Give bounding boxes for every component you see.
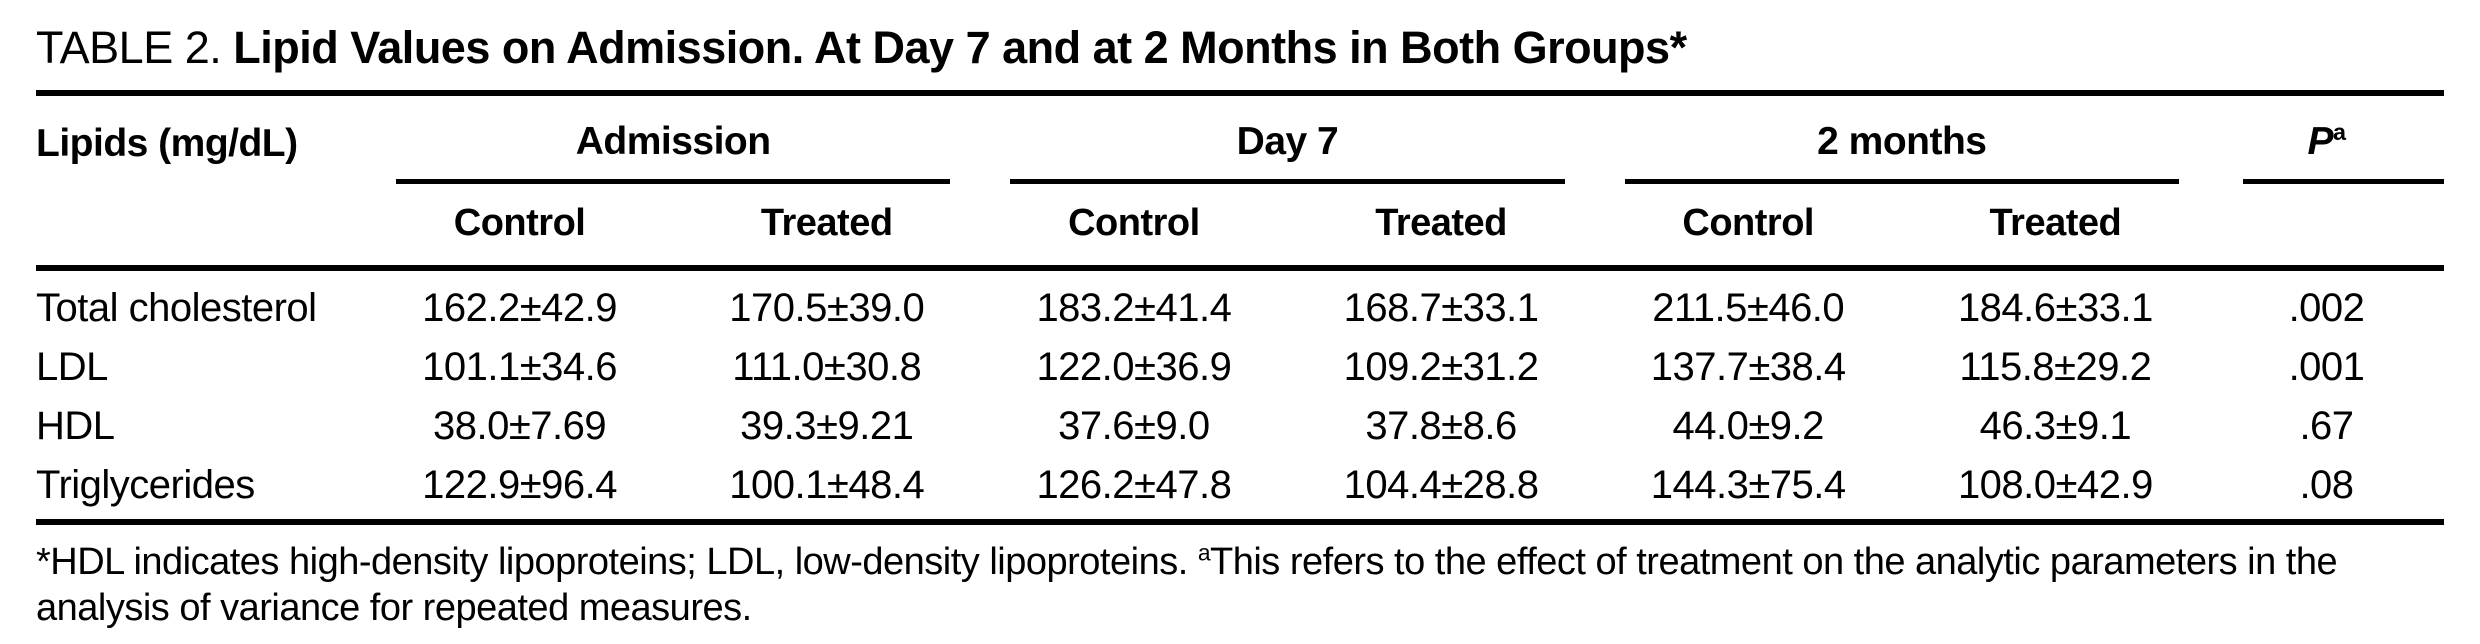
- value-cell: 115.8±29.2: [1959, 344, 2152, 389]
- value-cell: 100.1±48.4: [673, 454, 981, 525]
- group-header-2months-label: 2 months: [1817, 119, 1987, 163]
- value-cell: 211.5±46.0: [1652, 285, 1845, 330]
- value-cell: 39.3±9.21: [740, 403, 914, 448]
- value-cell: 168.7±33.1: [1343, 285, 1539, 330]
- group-header-admission: Admission: [366, 96, 980, 184]
- group-header-day7: Day 7: [980, 96, 1594, 184]
- value-cell: 184.6±33.1: [1957, 285, 2153, 330]
- value-cell: 162.2±42.9: [422, 285, 618, 330]
- lipid-label: Total cholesterol: [36, 285, 317, 330]
- group-header-2months-rule: [1624, 178, 2179, 184]
- table-body: Total cholesterol 162.2±42.9 170.5±39.0 …: [36, 268, 2444, 525]
- group-header-day7-label: Day 7: [1236, 119, 1339, 163]
- footnote-superscript-a: a: [1197, 539, 1211, 566]
- p-symbol: P: [2307, 119, 2333, 163]
- table-figure: TABLE 2. Lipid Values on Admission. At D…: [36, 22, 2444, 632]
- value-cell: 144.3±75.4: [1594, 454, 1902, 525]
- table-number: TABLE 2.: [36, 22, 222, 73]
- column-header-p-label: Pa: [2209, 118, 2444, 163]
- group-header-admission-rule: [396, 178, 951, 184]
- column-header-admission-control: Control: [366, 183, 674, 271]
- column-header-p-rule: [2243, 178, 2444, 184]
- table-header: Lipids (mg/dL) Admission Day 7 2 months …: [36, 95, 2444, 271]
- value-cell: 37.6±9.0: [1058, 403, 1210, 448]
- table-title-text: Lipid Values on Admission. At Day 7 and …: [233, 22, 1687, 73]
- value-cell: 126.2±47.8: [980, 454, 1288, 525]
- column-header-2months-treated: Treated: [1901, 183, 2209, 271]
- value-cell: 46.3±9.1: [1979, 403, 2132, 448]
- table-row-ldl: LDL 101.1±34.6 111.0±30.8 122.0±36.9 109…: [36, 337, 2444, 396]
- group-header-2months: 2 months: [1595, 96, 2209, 184]
- p-value-cell: .001: [2288, 344, 2365, 389]
- group-header-day7-rule: [1010, 178, 1565, 184]
- p-superscript: a: [2333, 118, 2346, 145]
- column-header-2months-control: Control: [1594, 183, 1902, 271]
- column-header-day7-treated: Treated: [1287, 183, 1595, 271]
- lipid-values-table: Lipids (mg/dL) Admission Day 7 2 months …: [36, 95, 2444, 525]
- value-cell: 170.5±39.0: [729, 285, 925, 330]
- lipid-label: HDL: [36, 403, 115, 448]
- value-cell: 101.1±34.6: [422, 344, 618, 389]
- table-title: TABLE 2. Lipid Values on Admission. At D…: [36, 22, 2444, 74]
- table-footnote: *HDL indicates high-density lipoproteins…: [36, 539, 2444, 632]
- value-cell: 104.4±28.8: [1287, 454, 1595, 525]
- value-cell: 111.0±30.8: [732, 344, 922, 389]
- column-header-lipids: Lipids (mg/dL): [36, 95, 366, 271]
- footnote-anova-note: This refers to the effect of treatment o…: [36, 540, 2338, 630]
- p-value-cell: .002: [2288, 285, 2365, 330]
- lipid-label: Triglycerides: [36, 454, 366, 525]
- group-header-admission-label: Admission: [575, 119, 771, 163]
- value-cell: 108.0±42.9: [1901, 454, 2209, 525]
- value-cell: 44.0±9.2: [1672, 403, 1824, 448]
- table-row-triglycerides: Triglycerides 122.9±96.4 100.1±48.4 126.…: [36, 454, 2444, 525]
- p-value-cell: .08: [2209, 454, 2444, 525]
- table-row-total-cholesterol: Total cholesterol 162.2±42.9 170.5±39.0 …: [36, 268, 2444, 337]
- value-cell: 37.8±8.6: [1365, 403, 1517, 448]
- footnote-abbreviations: *HDL indicates high-density lipoproteins…: [36, 540, 1198, 583]
- value-cell: 122.9±96.4: [366, 454, 674, 525]
- value-cell: 38.0±7.69: [433, 403, 607, 448]
- lipid-label: LDL: [36, 344, 108, 389]
- p-value-cell: .67: [2299, 403, 2354, 448]
- value-cell: 183.2±41.4: [1036, 285, 1232, 330]
- value-cell: 122.0±36.9: [1036, 344, 1232, 389]
- value-cell: 137.7±38.4: [1650, 344, 1846, 389]
- column-header-day7-control: Control: [980, 183, 1288, 271]
- column-header-p: Pa: [2209, 95, 2444, 271]
- value-cell: 109.2±31.2: [1343, 344, 1539, 389]
- table-row-hdl: HDL 38.0±7.69 39.3±9.21 37.6±9.0 37.8±8.…: [36, 396, 2444, 455]
- top-rule: [36, 89, 2444, 96]
- column-header-admission-treated: Treated: [673, 183, 981, 271]
